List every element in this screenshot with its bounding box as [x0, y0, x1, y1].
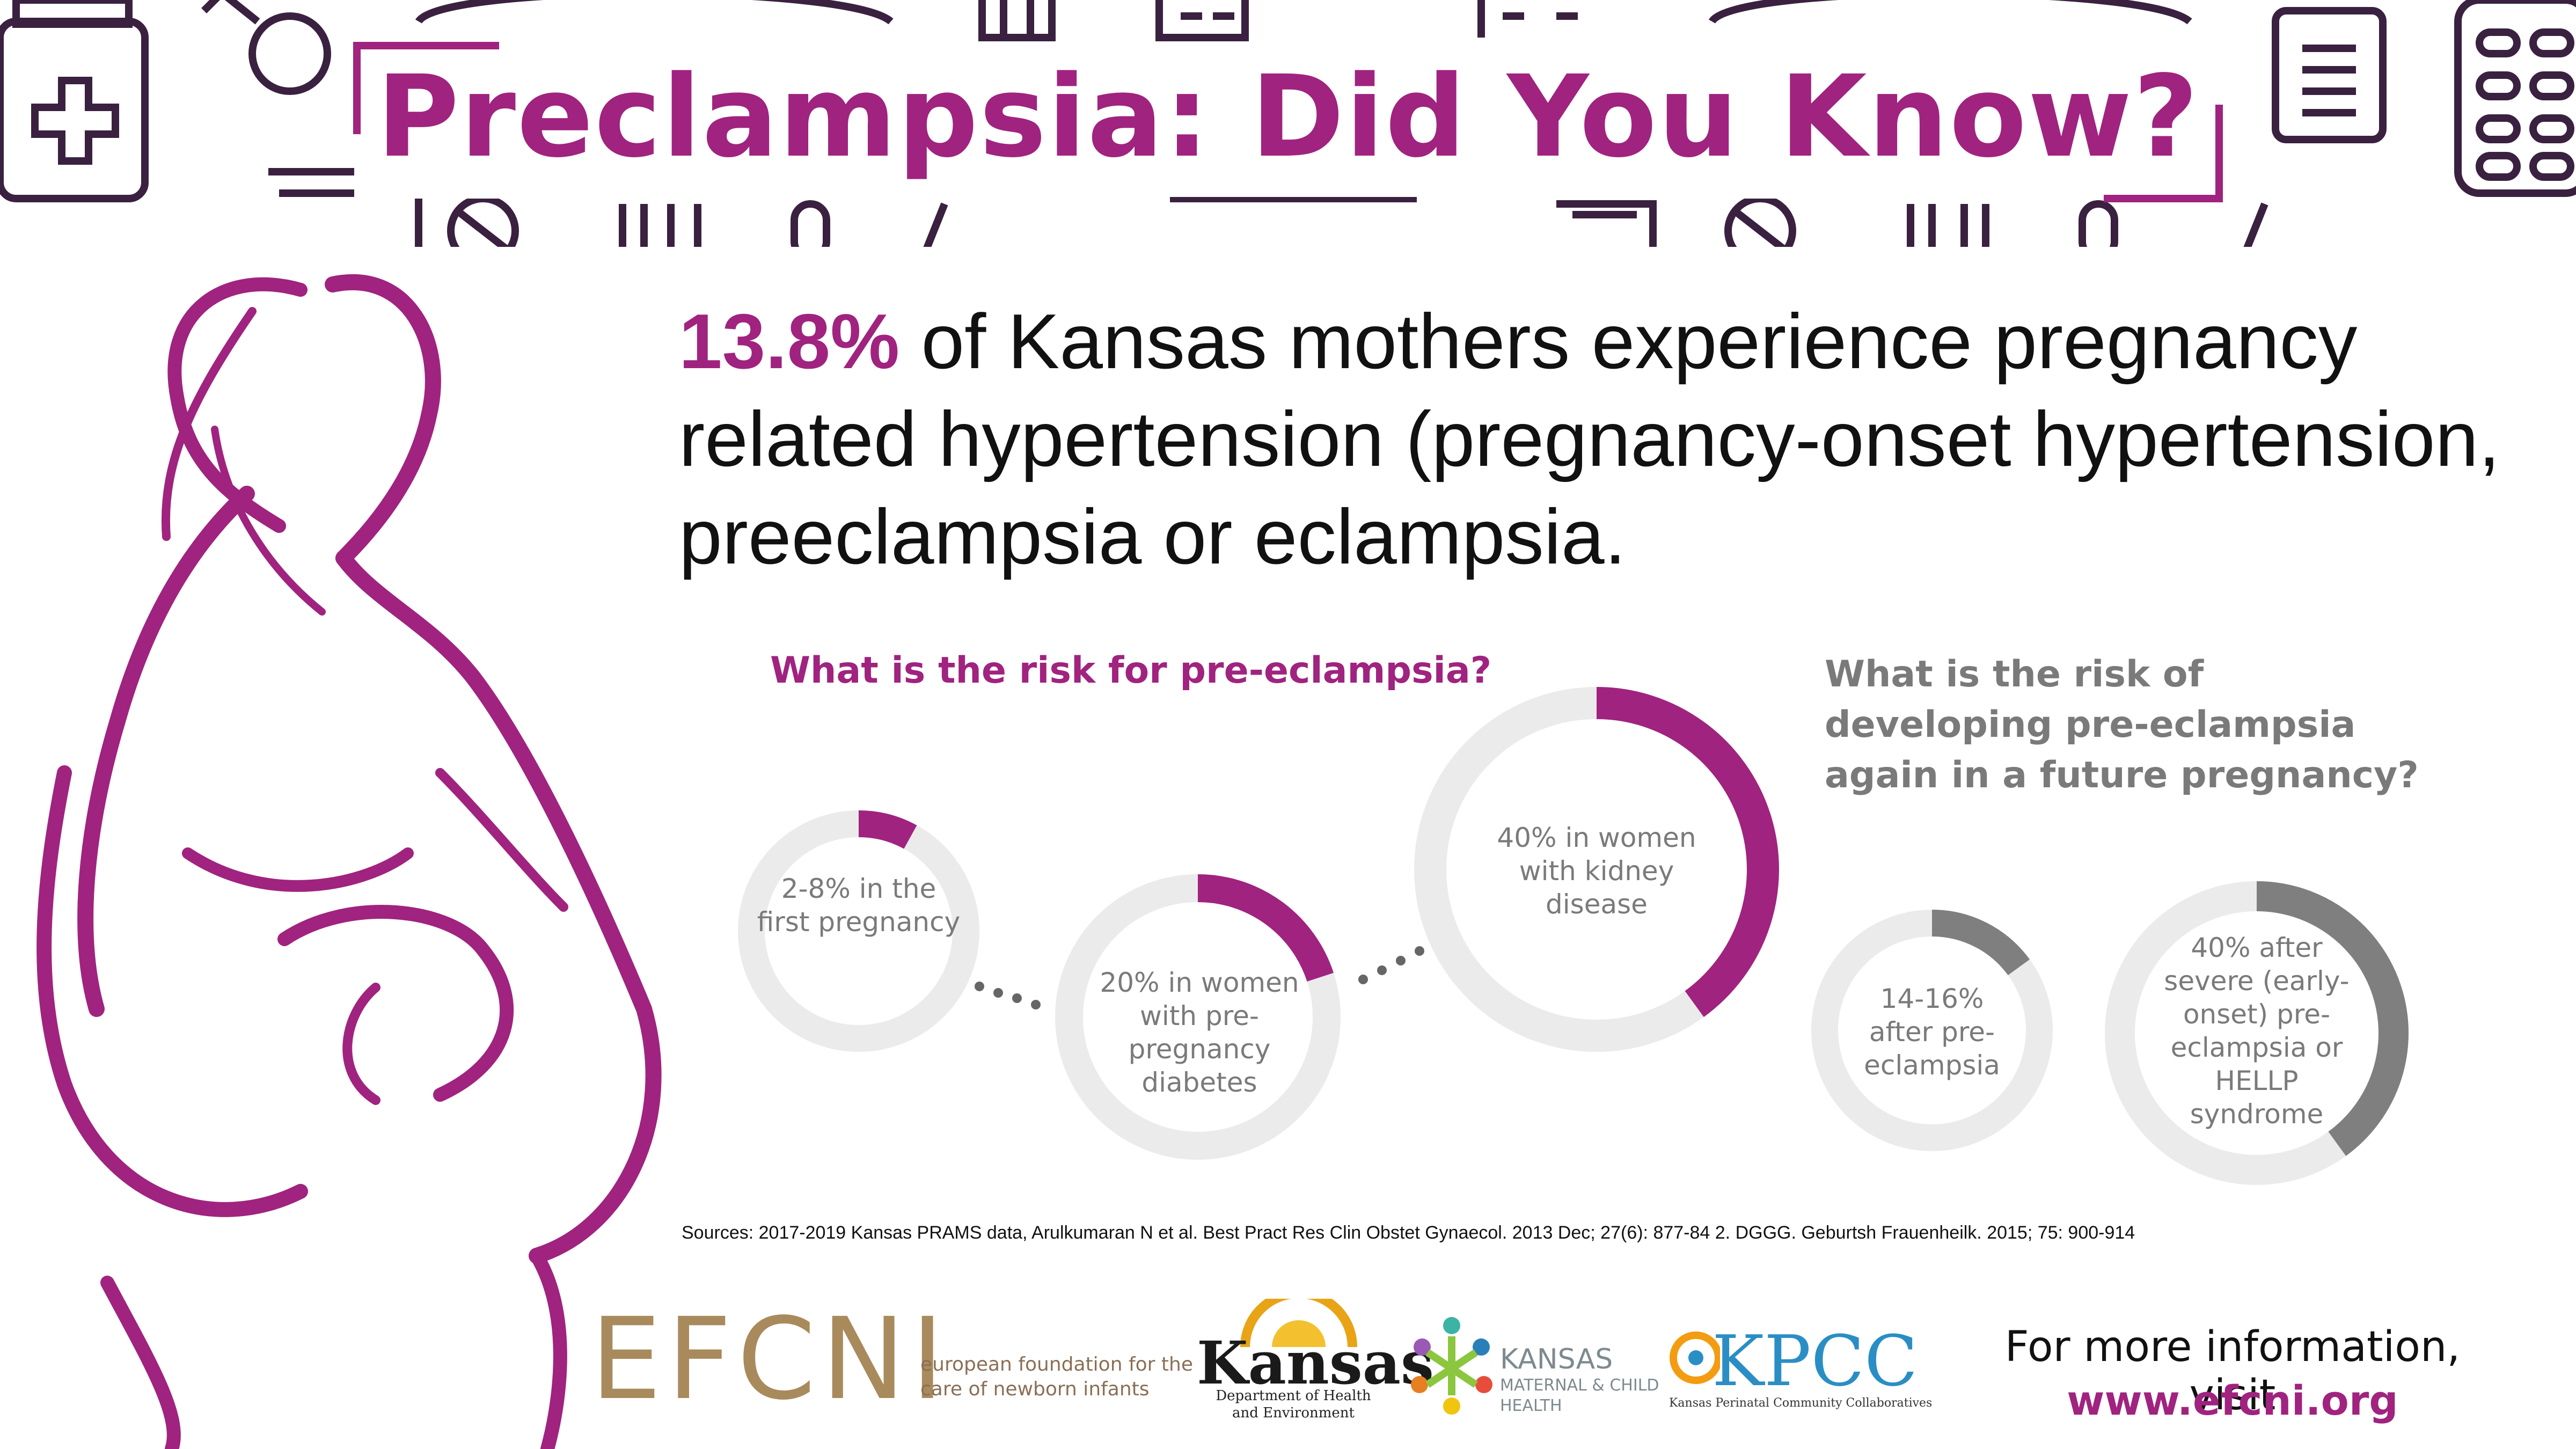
title-brackets	[353, 42, 2223, 202]
arc-outline	[1708, 0, 2192, 25]
kansas-sunflower-icon	[1240, 1299, 1357, 1347]
ring-diabetes	[1055, 874, 1341, 1160]
ring-label-after-preeclampsia: 14-16% after pre-eclampsia	[1864, 983, 2000, 1081]
kpcc-logo: KPCC	[1712, 1320, 1918, 1402]
kmch-logo: KANSAS	[1500, 1343, 1613, 1375]
headline-statistic: 13.8% of Kansas mothers experience pregn…	[679, 292, 2504, 586]
sources-citation: Sources: 2017-2019 Kansas PRAMS data, Ar…	[682, 1223, 2135, 1243]
header-icon-pattern	[0, 0, 2576, 247]
risk-question: What is the risk for pre-eclampsia?	[770, 649, 1492, 692]
ring-label-diabetes: 20% in women with pre-pregnancy diabetes	[1100, 967, 1299, 1098]
more-info-text: For more information, visit	[2004, 1323, 2461, 1419]
kansas-kdhe-subtitle: Department of Health and Environment	[1216, 1388, 1371, 1421]
kpcc-flower-icon	[1670, 1331, 1720, 1384]
pill-box-icon	[978, 0, 1578, 41]
ring-first-pregnancy	[738, 810, 979, 1052]
ring-first-pregnancy-fill	[858, 810, 917, 849]
ring-kidney-disease-fill	[1596, 687, 1779, 1018]
efcni-tagline: european foundation for the care of newb…	[920, 1353, 1193, 1400]
efcni-logo: EFCNI	[590, 1293, 950, 1425]
pill-grid-icon	[2454, 0, 2576, 197]
gender-symbol-icon	[201, 0, 331, 95]
clipboard-icon	[2272, 7, 2387, 143]
pregnant-woman-illustration	[36, 274, 662, 1449]
title-plate	[354, 43, 2222, 199]
ring-label-first-pregnancy: 2-8% in the first pregnancy	[757, 873, 961, 938]
kpcc-subtitle: Kansas Perinatal Community Collaborative…	[1669, 1396, 1933, 1410]
ring-kidney-disease	[1414, 687, 1779, 1052]
ring-severe-preeclampsia	[2105, 881, 2409, 1185]
ring-label-kidney-disease: 40% in women with kidney disease	[1497, 822, 1696, 920]
arc-outline	[415, 0, 894, 25]
ring-label-severe-preeclampsia: 40% after severe (early-onset) pre-eclam…	[2164, 932, 2350, 1130]
ring-severe-preeclampsia-fill	[2256, 881, 2409, 1156]
recurrence-question: What is the risk of developing pre-eclam…	[1825, 653, 2419, 796]
efcni-website-link[interactable]: www.efcni.org	[2067, 1377, 2398, 1424]
kansas-kdhe-logo: Kansas	[1197, 1328, 1434, 1397]
headline-percent: 13.8%	[679, 298, 900, 385]
ring-after-preeclampsia-fill	[1931, 910, 2030, 976]
medicine-bottle-icon	[0, 0, 149, 202]
headline-text: of Kansas mothers experience pregnancy r…	[679, 298, 2500, 580]
kmch-people-icon	[1411, 1317, 1492, 1415]
ring-after-preeclampsia	[1811, 910, 2053, 1151]
ring-diabetes-fill	[1197, 874, 1334, 982]
kmch-subtitle: MATERNAL & CHILD HEALTH	[1500, 1376, 1659, 1415]
page-title: Preclampsia: Did You Know?	[376, 51, 2200, 182]
